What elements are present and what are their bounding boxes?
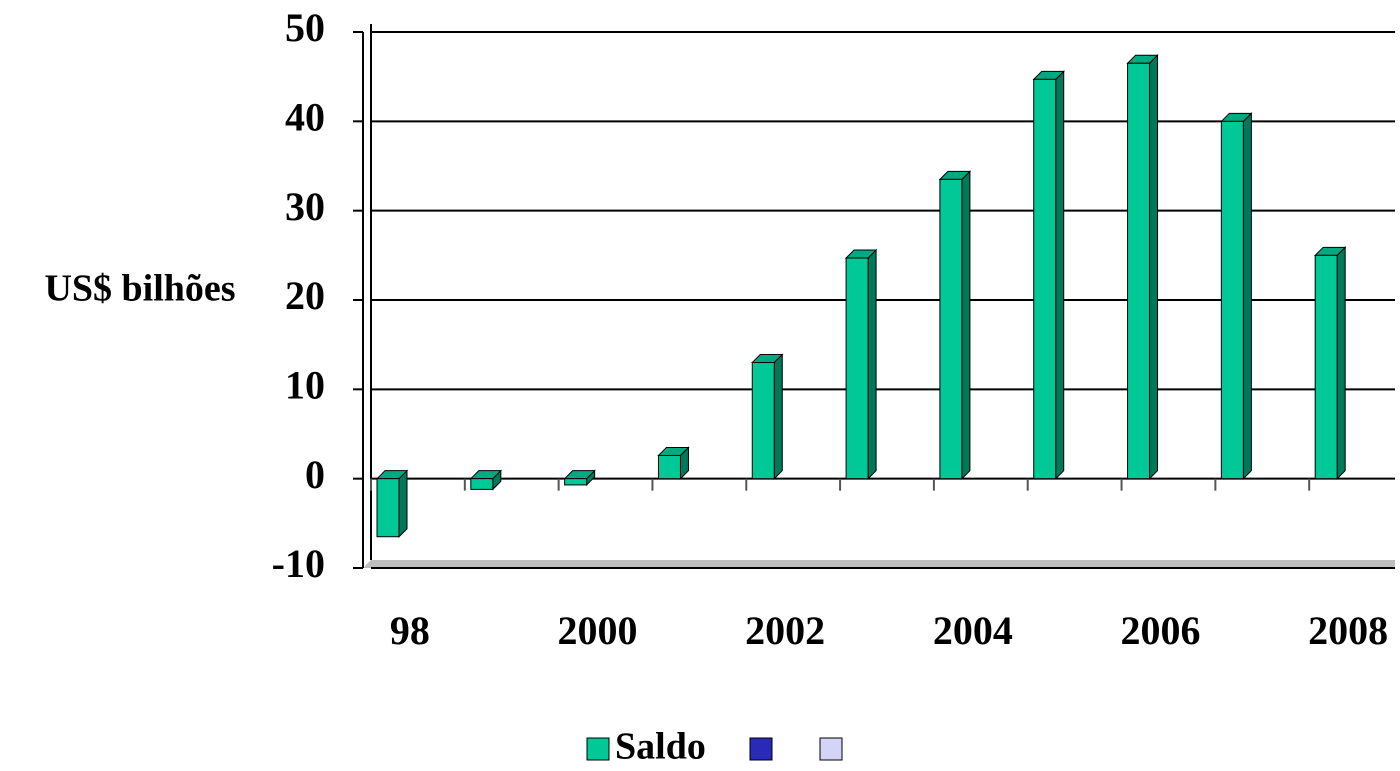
bar-group xyxy=(1313,246,1347,480)
bar-group xyxy=(375,469,409,538)
x-tick-label: 2006 xyxy=(1120,608,1200,653)
bar xyxy=(1127,62,1151,480)
bar-side xyxy=(773,353,783,480)
bar-side xyxy=(1149,54,1159,480)
bar xyxy=(470,478,494,490)
y-tick-label: 20 xyxy=(285,273,325,318)
x-tick-label: 2008 xyxy=(1308,608,1388,653)
bar-side xyxy=(867,248,877,480)
y-tick-label: 0 xyxy=(305,452,325,497)
legend-swatch xyxy=(749,737,773,761)
bar xyxy=(564,478,588,486)
x-tick-label: 2004 xyxy=(933,608,1013,653)
bar-group xyxy=(938,170,972,480)
bar xyxy=(1033,78,1057,480)
y-tick-label: -10 xyxy=(272,541,325,586)
bar-group xyxy=(1032,70,1065,480)
legend-swatch xyxy=(586,737,610,761)
bar-group xyxy=(751,353,784,480)
x-tick-label: 2000 xyxy=(558,608,638,653)
legend-swatch xyxy=(819,737,843,761)
bar xyxy=(657,454,681,480)
x-tick-label: 98 xyxy=(390,608,430,653)
bar xyxy=(845,257,869,480)
bar-group xyxy=(563,469,596,487)
bar-side xyxy=(961,170,971,480)
y-tick-label: 10 xyxy=(285,363,325,408)
bar xyxy=(1314,254,1338,480)
bar-side xyxy=(398,469,408,538)
bar-group xyxy=(469,469,503,491)
x-tick-label: 2002 xyxy=(745,608,825,653)
y-tick-label: 30 xyxy=(285,184,325,229)
legend-label: Saldo xyxy=(615,726,706,768)
bar-side xyxy=(1336,246,1346,480)
bar xyxy=(939,178,963,480)
y-tick-label: 50 xyxy=(285,5,325,50)
bar xyxy=(751,362,775,480)
y-axis-label: US$ bilhões xyxy=(44,268,235,310)
y-tick-label: 40 xyxy=(285,95,325,140)
bar-group xyxy=(657,446,690,480)
floor xyxy=(363,560,1395,568)
bar-side xyxy=(1055,70,1065,480)
bar-group xyxy=(1220,112,1253,480)
bar xyxy=(1220,120,1244,480)
bar-side xyxy=(1242,112,1252,480)
bar-group xyxy=(844,248,878,480)
bar-group xyxy=(1126,54,1159,480)
bar xyxy=(376,478,400,538)
